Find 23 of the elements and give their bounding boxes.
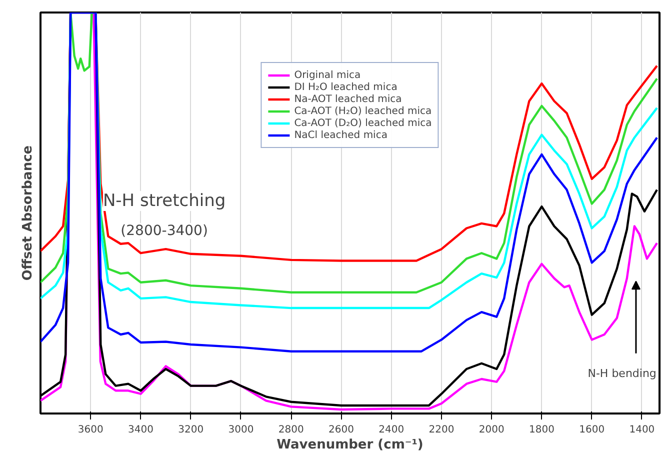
y-axis-title: Offset Absorbance [20,145,36,281]
x-tick-label: 3400 [128,424,154,436]
x-tick-label: 3000 [228,424,254,436]
x-tick-label: 2600 [328,424,354,436]
x-tick-label: 2000 [478,424,504,436]
x-tick-label: 1400 [629,424,655,436]
legend-label: NaCl leached mica [294,129,388,141]
legend-label: Ca-AOT (H₂O) leached mica [294,105,432,117]
x-tick-label: 3600 [78,424,104,436]
x-tick-label: 1800 [528,424,554,436]
x-tick-label: 2400 [378,424,404,436]
legend-label: Na-AOT leached mica [294,93,402,105]
x-axis-title: Wavenumber (cm⁻¹) [276,438,424,452]
x-tick-label: 2200 [428,424,454,436]
annotation: N-H stretching [102,190,226,211]
legend-label: Ca-AOT (D₂O) leached mica [294,117,432,129]
x-tick-label: 2800 [278,424,304,436]
annotation: (2800-3400) [120,223,208,240]
annotation: N-H bending [588,366,656,380]
x-tick-label: 1600 [579,424,605,436]
legend-label: DI H₂O leached mica [294,81,398,93]
legend-label: Original mica [294,69,361,81]
x-tick-label: 3200 [178,424,204,436]
